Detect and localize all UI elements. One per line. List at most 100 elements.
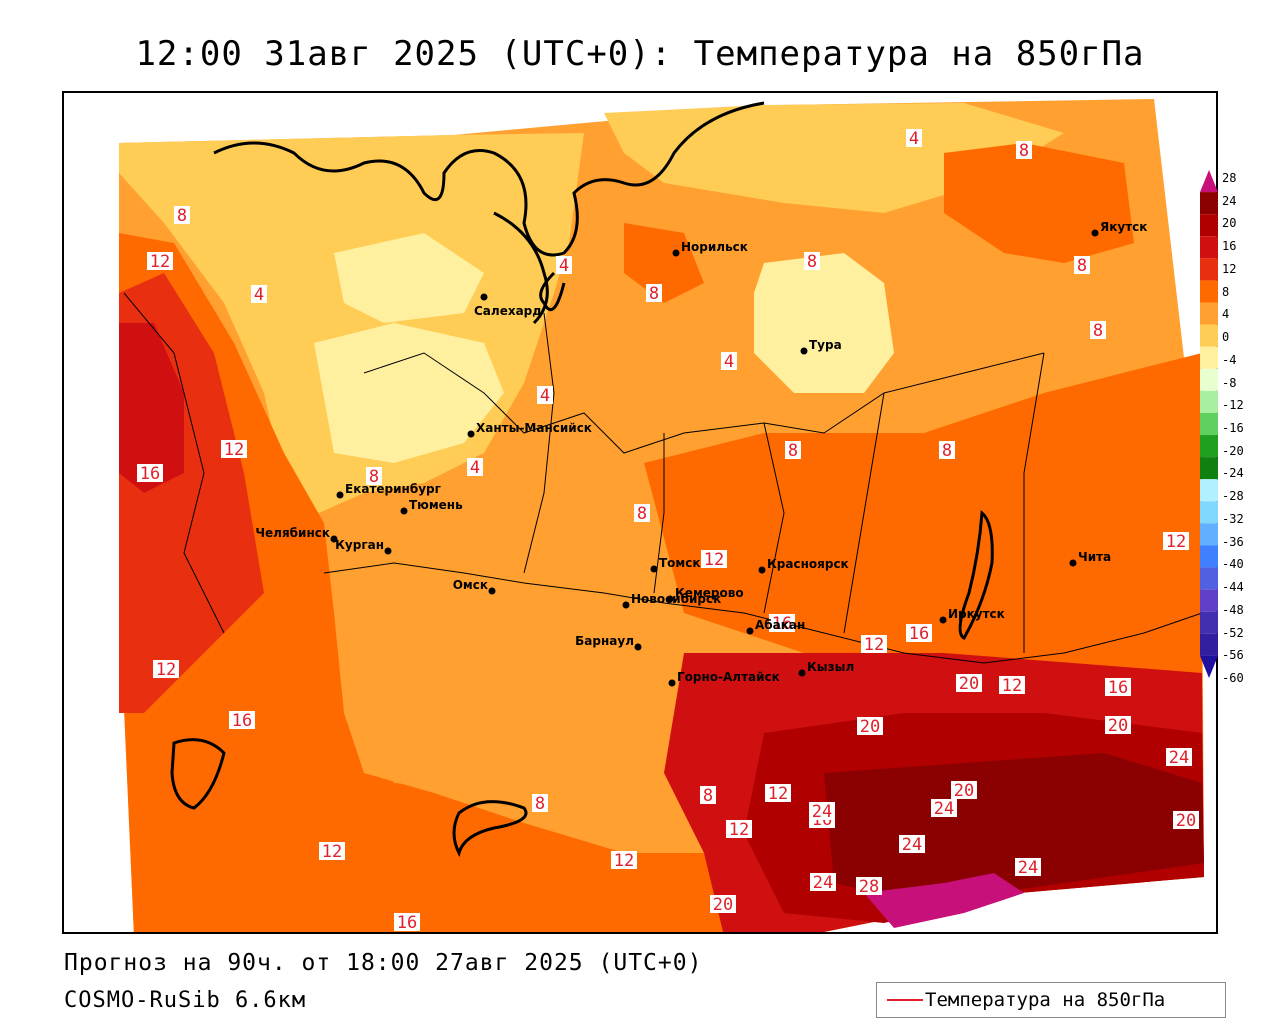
contour-label: 4	[909, 129, 919, 149]
coastlines	[170, 101, 994, 858]
contour-label-box	[174, 206, 190, 224]
legend-label: Температура на 850гПа	[925, 989, 1166, 1011]
contour-label-box	[931, 799, 957, 817]
contour-label: 8	[177, 206, 187, 226]
contour-label-box	[646, 284, 662, 302]
contour-label-box	[556, 256, 572, 274]
colorbar-bin	[1200, 346, 1218, 369]
contour-label: 16	[397, 913, 417, 933]
contour-label: 8	[1077, 256, 1087, 276]
colorbar-bin	[1200, 611, 1218, 634]
contour-label: 8	[1093, 321, 1103, 341]
city-marker	[668, 679, 676, 687]
contour-label-box	[221, 440, 247, 458]
contour-label: 8	[788, 441, 798, 461]
contour-label: 12	[224, 440, 244, 460]
contour-label: 8	[649, 284, 659, 304]
contour-label-box	[1105, 716, 1131, 734]
contour-label: 20	[959, 674, 979, 694]
colorbar-tick-label: 4	[1222, 307, 1230, 322]
contour-label-box	[137, 464, 163, 482]
contour-label-box	[861, 635, 887, 653]
contour-label-box	[857, 717, 883, 735]
colorbar-tick-label: 8	[1222, 284, 1230, 299]
city-label: Горно-Алтайск	[677, 670, 780, 684]
contour-label: 4	[254, 285, 264, 305]
contour-label: 12	[614, 851, 634, 871]
contour-label: 16	[772, 614, 792, 634]
contour-label-box	[532, 794, 548, 812]
contour-label-box	[701, 550, 727, 568]
contour-label-box	[1016, 141, 1032, 159]
contour-label: 24	[813, 873, 833, 893]
colorbar-tick-label: -48	[1222, 602, 1244, 617]
contour-label-box	[700, 786, 716, 804]
contour-label: 20	[1108, 716, 1128, 736]
city-label: Екатеринбург	[345, 482, 441, 496]
contour-label-box	[939, 441, 955, 459]
city-label: Чита	[1078, 550, 1111, 564]
contour-label: 24	[812, 802, 832, 822]
city-label: Красноярск	[767, 557, 849, 571]
colorbar-bin	[1200, 479, 1218, 502]
colorbar-tick-label: -28	[1222, 489, 1244, 504]
contour-label-box	[769, 614, 795, 632]
city-label: Ханты-Мансийск	[476, 421, 592, 435]
contour-label-box	[721, 352, 737, 370]
colorbar-tick-label: -32	[1222, 511, 1244, 526]
contour-label: 24	[934, 799, 954, 819]
colorbar-tick-label: -24	[1222, 466, 1244, 481]
colorbar-tick-label: -36	[1222, 534, 1244, 549]
city-marker	[480, 293, 488, 301]
city-marker	[650, 565, 658, 573]
contour-label: 24	[902, 835, 922, 855]
contour-label: 12	[1002, 676, 1022, 696]
contour-label-box	[856, 877, 882, 895]
contour-label: 8	[1019, 141, 1029, 161]
colorbar-scale	[1200, 170, 1218, 678]
city-marker	[798, 669, 806, 677]
contour-label-box	[147, 252, 173, 270]
contour-label: 4	[559, 256, 569, 276]
colorbar-bin	[1200, 435, 1218, 458]
contour-label-box	[999, 676, 1025, 694]
colorbar-tick-label: -52	[1222, 625, 1244, 640]
contour-label-box	[785, 441, 801, 459]
city-label: Кемерово	[675, 586, 744, 600]
colorbar-bin	[1200, 302, 1218, 325]
contour-label-box	[956, 674, 982, 692]
colorbar-tick-label: -4	[1222, 352, 1237, 367]
city-marker	[330, 535, 338, 543]
contour-label-box	[1163, 532, 1189, 550]
contour-label-box	[153, 660, 179, 678]
contour-label-box	[1166, 748, 1192, 766]
cool-zone-tura	[754, 253, 894, 393]
city-label: Тюмень	[409, 498, 463, 512]
colorbar-tick-label: 20	[1222, 216, 1237, 231]
city-marker	[336, 491, 344, 499]
city-label: Томск	[659, 556, 701, 570]
contour-label-box	[229, 711, 255, 729]
contour-label: 24	[1018, 858, 1038, 878]
city-label: Челябинск	[255, 526, 330, 540]
city-marker	[622, 601, 630, 609]
contour-label: 8	[942, 441, 952, 461]
contour-label-box	[467, 458, 483, 476]
contour-label: 12	[322, 842, 342, 862]
colorbar-bin	[1200, 324, 1218, 347]
colorbar-bin	[1200, 633, 1218, 656]
contour-label-box	[726, 820, 752, 838]
contour-label-box	[394, 913, 420, 931]
city-marker	[384, 547, 392, 555]
colorbar-bin	[1200, 545, 1218, 568]
colorbar-bin	[1200, 258, 1218, 281]
contour-labels: 4 8 8 8 12 8 4 8 8 4 4 4 4 8 8 8 12 16 12 8 12 16 12 16 12 12 16 20…	[137, 129, 1199, 933]
contour-label-box	[809, 802, 835, 820]
colorbar-bin	[1200, 501, 1218, 524]
map-title: 12:00 31авг 2025 (UTC+0): Температура на…	[135, 34, 1145, 74]
contour-label-box	[1015, 858, 1041, 876]
colorbar-tick-label: 12	[1222, 261, 1237, 276]
contour-label-box	[810, 873, 836, 891]
colorbar-bin	[1200, 412, 1218, 436]
contour-label: 12	[704, 550, 724, 570]
